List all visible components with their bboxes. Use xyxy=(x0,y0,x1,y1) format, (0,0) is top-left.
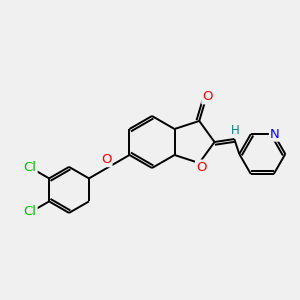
Text: O: O xyxy=(202,90,213,104)
Text: O: O xyxy=(196,160,206,173)
Text: H: H xyxy=(231,124,240,136)
Text: Cl: Cl xyxy=(24,206,37,218)
Text: Cl: Cl xyxy=(24,161,37,174)
Text: N: N xyxy=(270,128,280,141)
Text: O: O xyxy=(101,153,112,166)
